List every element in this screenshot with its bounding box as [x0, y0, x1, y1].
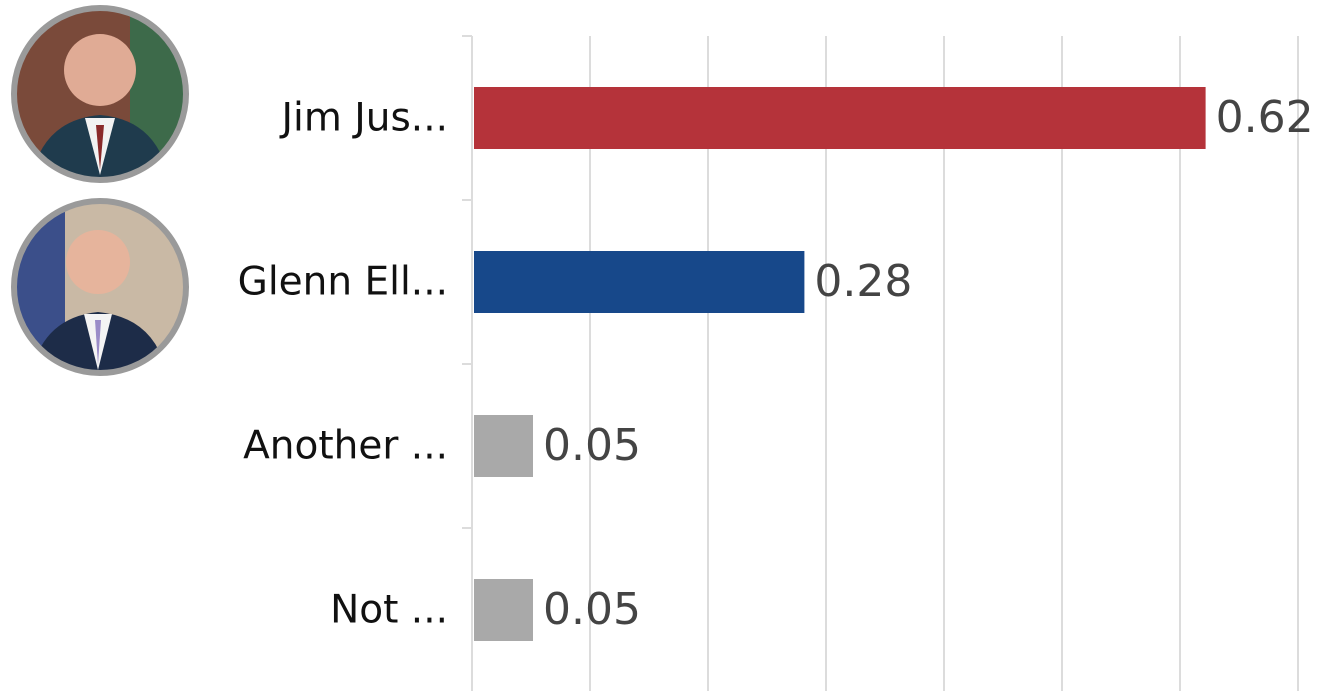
y-tick-label: Glenn Ell...	[238, 260, 448, 305]
avatar	[11, 198, 189, 376]
value-label: 0.28	[814, 256, 912, 307]
y-tick-label: Not ...	[330, 588, 448, 633]
value-label: 0.05	[543, 584, 641, 635]
value-label: 0.62	[1216, 92, 1314, 143]
bar	[474, 251, 805, 313]
bar	[474, 579, 533, 641]
value-label: 0.05	[543, 420, 641, 471]
y-tick-label: Jim Jus...	[279, 96, 448, 141]
y-tick-label: Another ...	[243, 424, 448, 469]
bar	[474, 415, 533, 477]
avatar	[11, 5, 189, 183]
bar	[474, 87, 1206, 149]
